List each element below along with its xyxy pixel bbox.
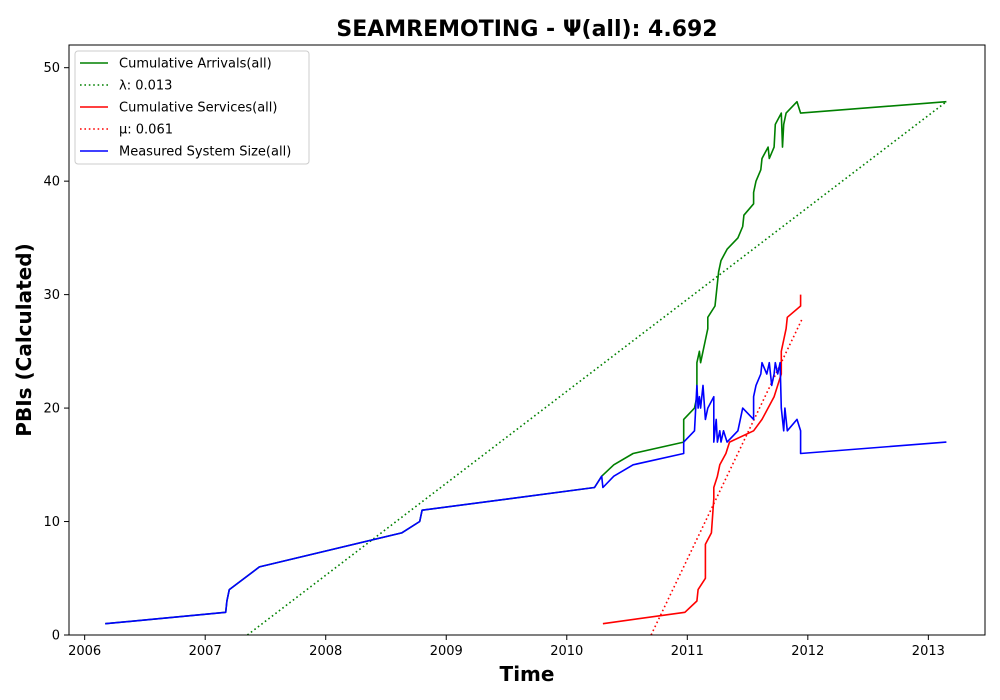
series-line-1: [246, 101, 947, 635]
x-tick-label: 2006: [68, 644, 101, 659]
series-line-4: [105, 361, 947, 625]
x-tick-label: 2012: [791, 644, 824, 659]
legend-label-3: μ: 0.061: [119, 123, 173, 138]
series-layer: [105, 100, 947, 635]
y-tick-label: 30: [43, 288, 60, 303]
legend-label-4: Measured System Size(all): [119, 145, 291, 160]
y-tick-label: 0: [52, 629, 60, 644]
y-tick-label: 50: [43, 61, 60, 76]
x-tick-label: 2009: [430, 644, 463, 659]
axes-layer: 2006 2007 2008 2009 2010 2011 2012 2013 0 10 20 30 4…: [43, 61, 944, 659]
x-tick-label: 2008: [309, 644, 342, 659]
y-tick-label: 40: [43, 175, 60, 190]
plot-frame: [68, 44, 986, 636]
x-tick-label: 2007: [189, 644, 222, 659]
series-line-2: [602, 294, 802, 625]
x-tick-label: 2013: [912, 644, 945, 659]
x-tick-label: 2011: [671, 644, 704, 659]
legend-label-1: λ: 0.013: [119, 79, 172, 94]
legend-label-0: Cumulative Arrivals(all): [119, 57, 272, 72]
series-line-0: [105, 100, 947, 625]
x-axis-label: Time: [500, 662, 555, 686]
legend-box: [74, 50, 310, 165]
chart-title: SEAMREMOTING - Ψ(all): 4.692: [336, 17, 717, 42]
legend-label-2: Cumulative Services(all): [119, 101, 277, 116]
y-tick-label: 20: [43, 402, 60, 417]
x-tick-label: 2010: [550, 644, 583, 659]
y-tick-label: 10: [43, 515, 60, 530]
y-axis-label: PBIs (Calculated): [12, 243, 36, 436]
legend: Cumulative Arrivals(all) λ: 0.013 Cumulati…: [74, 50, 310, 165]
